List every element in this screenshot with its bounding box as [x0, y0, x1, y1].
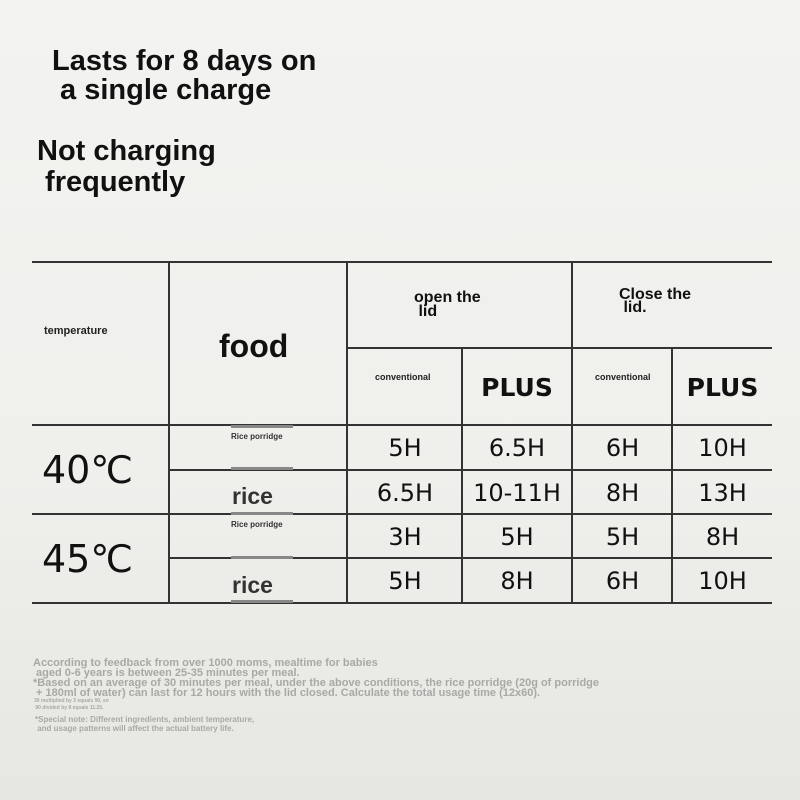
subheader-close-plus: PLUS — [686, 372, 759, 402]
table-cell: 5H — [388, 567, 422, 595]
food-rice-porridge: Rice porridge — [231, 520, 283, 529]
temperature-45: 45℃ — [42, 537, 134, 581]
footnote: 90 divided by 8 equals 11.25. — [34, 705, 104, 711]
footnote: 30 multiplied by 3 equals 90, so — [34, 698, 109, 704]
footnote: *Special note: Different ingredients, am… — [35, 715, 255, 724]
table-cell: 5H — [388, 434, 422, 462]
table-cell: 13H — [698, 478, 747, 507]
table-cell: 6.5H — [488, 434, 546, 462]
table-divider — [170, 469, 772, 471]
food-rice-porridge: Rice porridge — [231, 432, 283, 441]
table-divider — [168, 261, 170, 604]
header-open-lid-line2: lid — [414, 303, 438, 320]
food-bar — [231, 600, 293, 603]
food-rice: rice — [232, 483, 273, 509]
table-divider — [571, 261, 573, 604]
table-border — [32, 261, 772, 263]
footnote: + 180ml of water) can last for 12 hours … — [33, 687, 541, 699]
table-cell: 8H — [705, 522, 740, 551]
footnote: *Based on an average of 30 minutes per m… — [33, 677, 600, 689]
table-divider — [32, 424, 772, 426]
table-cell: 5H — [500, 522, 534, 551]
header-temperature: temperature — [44, 325, 108, 337]
headline-line2: a single charge — [52, 74, 272, 106]
table-cell: 5H — [605, 522, 640, 551]
header-close-lid-line1: Close the — [619, 286, 692, 303]
table-cell: 10H — [698, 567, 747, 595]
table-cell: 6H — [605, 567, 640, 595]
subheader-open-plus: PLUS — [481, 372, 553, 402]
table-divider — [348, 347, 772, 349]
table-divider — [170, 557, 772, 559]
food-rice: rice — [232, 572, 273, 598]
subheadline-line2: frequently — [37, 166, 186, 198]
subheader-close-conventional: conventional — [595, 372, 651, 382]
food-bar — [231, 512, 293, 515]
food-bar — [231, 556, 293, 559]
temperature-40: 40℃ — [42, 448, 134, 492]
footnote: and usage patterns will affect the actua… — [35, 724, 234, 733]
table-cell: 10-11H — [473, 478, 561, 507]
table-cell: 6H — [605, 434, 640, 462]
table-border — [32, 602, 772, 604]
table-cell: 10H — [698, 434, 747, 462]
headline-line1: Lasts for 8 days on — [52, 45, 317, 77]
header-food: food — [219, 328, 289, 364]
table-cell: 8H — [500, 567, 534, 595]
table-divider — [461, 347, 463, 604]
table-cell: 8H — [605, 478, 640, 507]
subheader-open-conventional: conventional — [375, 372, 431, 382]
footnote: aged 0-6 years is between 25-35 minutes … — [33, 667, 300, 679]
header-open-lid-line1: open the — [414, 289, 481, 306]
footnote: According to feedback from over 1000 mom… — [33, 657, 378, 669]
table-cell: 6.5H — [376, 478, 434, 507]
table-divider — [32, 513, 772, 515]
food-bar — [231, 467, 293, 470]
header-close-lid-line2: lid. — [619, 299, 647, 316]
table-cell: 3H — [388, 522, 422, 551]
table-divider — [671, 347, 673, 604]
subheadline-line1: Not charging — [37, 135, 216, 167]
table-divider — [346, 261, 348, 604]
food-bar — [231, 425, 293, 428]
